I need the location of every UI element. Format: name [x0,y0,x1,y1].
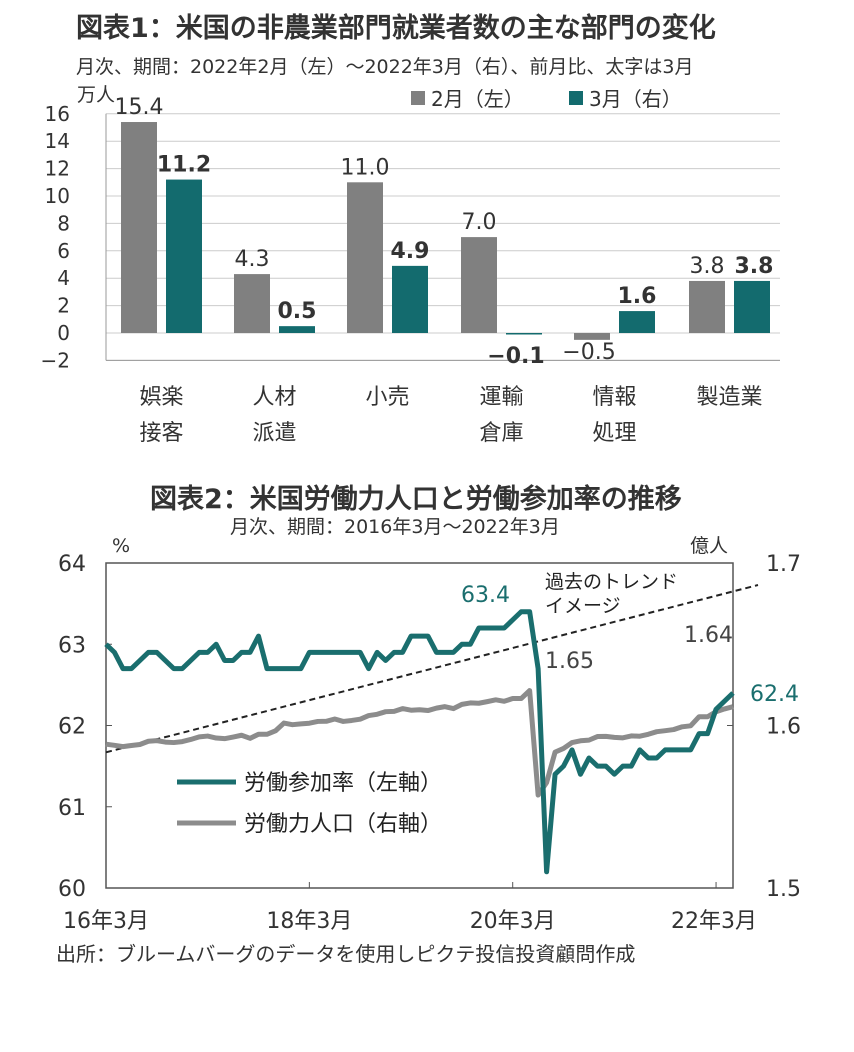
chart1-bars [121,122,770,340]
trend-label-line1: 過去のトレンド [545,571,678,593]
chart1-title: 図表1：米国の非農業部門就業者数の主な部門の変化 [76,13,716,44]
legend-label-labor: 労働力人口（右軸） [244,812,442,837]
legend-swatch-feb [411,91,425,105]
left-tick-label: 61 [58,796,86,821]
category-label: 製造業 [696,385,762,410]
data-label-feb: 7.0 [462,210,497,235]
right-tick-label: 1.6 [766,715,801,740]
x-tick-label: 20年3月 [470,909,556,934]
trend-label-line2: イメージ [545,595,621,617]
chart2-legend: 労働参加率（左軸） 労働力人口（右軸） [177,771,442,837]
bar-feb [689,280,725,333]
data-label-mar: 0.5 [278,299,317,324]
right-tick-label: 1.5 [766,877,801,902]
right-tick-label: 1.7 [766,552,801,577]
data-label-mar: 4.9 [391,239,430,264]
x-tick-label: 18年3月 [266,909,352,934]
bar-feb [347,182,383,333]
y-tick-label: 6 [57,239,70,263]
y-tick-label: 0 [57,321,70,345]
y-tick-label: 14 [45,129,70,153]
chart1-subtitle: 月次、期間：2022年2月（左）～2022年3月（右）、前月比、太字は3月 [76,56,694,78]
x-tick-label: 16年3月 [63,909,149,934]
y-tick-label: 2 [57,294,70,318]
chart1-legend: 2月（左） 3月（右） [411,87,682,111]
category-label: 倉庫 [479,421,523,446]
annotation-peak-lfpr: 63.4 [461,583,510,608]
chart2-axes [105,562,734,889]
y-tick-label: 16 [45,102,70,126]
y-tick-label: −2 [41,348,70,372]
x-tick-label: 22年3月 [671,909,757,934]
legend-swatch-mar [569,91,583,105]
category-label: 接客 [139,421,183,446]
category-label: 人材 [252,385,296,410]
category-label: 処理 [592,421,636,446]
data-label-mar: 11.2 [157,153,211,178]
bar-feb [234,274,270,333]
left-tick-label: 60 [58,877,86,902]
chart1-grid [105,113,780,361]
category-label: 情報 [592,385,636,410]
left-tick-label: 64 [58,552,86,577]
participation-rate-line [104,609,735,875]
bar-feb [574,333,610,340]
trend-line [105,584,759,754]
chart1-data-labels: 15.4 11.2 4.3 0.5 11.0 4.9 7.0 −0.1 −0.5 1.6 3.8 3.… [115,95,774,369]
data-label-feb: 15.4 [115,95,164,120]
y-tick-label: 4 [57,266,70,290]
legend-label-mar: 3月（右） [589,87,682,111]
bar-mar [166,179,202,333]
labor-force-line [105,688,734,798]
plot-frame [105,562,734,889]
category-label: 小売 [365,385,409,410]
category-label: 娯楽 [139,385,183,410]
bar-mar [392,265,428,333]
y-tick-label: 12 [45,157,70,181]
left-tick-label: 62 [58,715,86,740]
category-label: 派遣 [252,421,296,446]
data-label-feb: −0.5 [562,340,615,365]
bar-feb [461,237,497,333]
data-label-mar: 1.6 [618,284,657,309]
chart2-ticks: 64 63 62 61 60 1.7 1.6 1.5 16年3月 18年3月 20年3月 22年3月 [58,552,801,934]
y-tick-label: 8 [57,211,70,235]
chart1-unit: 万人 [77,84,116,106]
bar-mar [279,326,315,333]
data-label-feb: 11.0 [341,155,390,180]
data-label-feb: 3.8 [690,254,725,279]
bar-mar [506,333,542,335]
annotation-latest-lfpr: 62.4 [750,682,799,707]
left-tick-label: 63 [58,633,86,658]
chart2-title: 図表2：米国労働力人口と労働参加率の推移 [150,484,682,515]
bar-feb [121,122,157,334]
chart1-svg: 15.4 11.2 4.3 0.5 11.0 4.9 7.0 −0.1 −0.5 1.6 3.8 3.… [41,87,780,446]
y-tick-label: 10 [45,184,70,208]
legend-label-feb: 2月（左） [431,87,524,111]
chart2-left-unit: % [112,535,130,557]
annotation-pre-covid-labor: 1.65 [545,649,594,674]
data-label-mar: −0.1 [487,344,544,369]
source-note: 出所：ブルームバーグのデータを使用しピクテ投信投資顧問作成 [56,942,636,966]
legend-label-lfpr: 労働参加率（左軸） [244,771,442,796]
chart2-right-unit: 億人 [690,535,728,557]
category-label: 運輸 [479,385,523,410]
chart2-subtitle: 月次、期間：2016年3月～2022年3月 [230,516,560,538]
chart1-y-ticks: 16 14 12 10 8 6 4 2 0 −2 [41,102,70,373]
bar-mar [619,311,655,333]
annotation-latest-labor: 1.64 [684,623,733,648]
data-label-feb: 4.3 [235,247,270,272]
data-label-mar: 3.8 [735,254,774,279]
bar-mar [734,280,770,333]
